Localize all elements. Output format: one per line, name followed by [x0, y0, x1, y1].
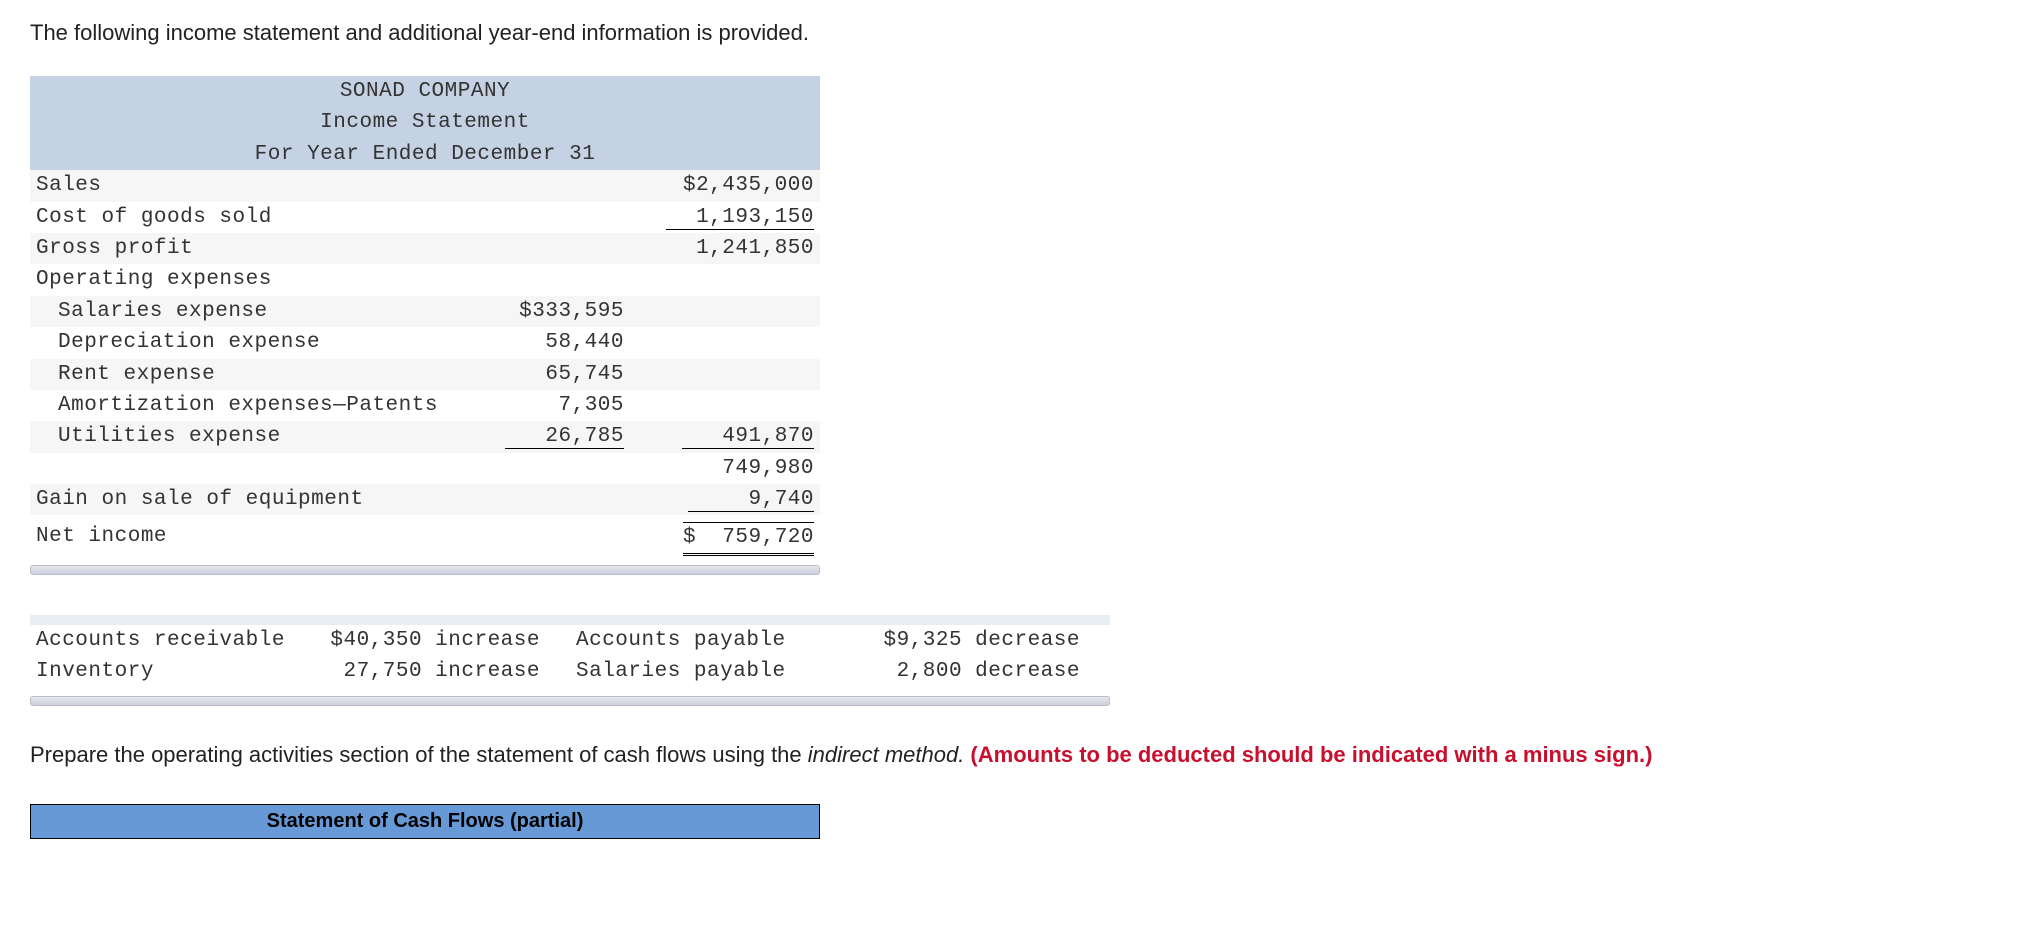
amt-gain: 9,740	[688, 488, 814, 512]
amt-util2: 491,870	[682, 425, 814, 449]
amt-util1: 26,785	[505, 425, 624, 449]
amt-depr: 58,440	[460, 327, 630, 358]
val-sp: 2,800 decrease	[850, 656, 1110, 687]
changes-row-2: Inventory 27,750 increase Salaries payab…	[30, 656, 1110, 687]
row-rent: Rent expense 65,745	[30, 359, 820, 390]
changes-row-1: Accounts receivable $40,350 increase Acc…	[30, 625, 1110, 656]
amt-salaries: $333,595	[460, 296, 630, 327]
scrollbar-decor-1	[30, 565, 820, 575]
instr-part1: Prepare the operating activities section…	[30, 742, 808, 767]
amt-gross: 1,241,850	[630, 233, 820, 264]
label-ap: Accounts payable	[570, 625, 850, 656]
row-net-income: Net income $ 759,720	[30, 521, 820, 556]
row-subtotal: 749,980	[30, 453, 820, 484]
row-util: Utilities expense 26,785 491,870	[30, 421, 820, 452]
row-gain: Gain on sale of equipment 9,740	[30, 484, 820, 515]
is-period: For Year Ended December 31	[30, 139, 820, 170]
label-sales: Sales	[30, 170, 460, 201]
statement-header-text: Statement of Cash Flows (partial)	[31, 804, 820, 838]
intro-text: The following income statement and addit…	[30, 20, 1990, 46]
amt-net-income: 759,720	[722, 526, 814, 549]
amt-sales: $2,435,000	[630, 170, 820, 201]
is-company: SONAD COMPANY	[30, 76, 820, 107]
val-inv: 27,750 increase	[310, 656, 570, 687]
label-net-income: Net income	[30, 521, 460, 556]
amt-subtotal: 749,980	[630, 453, 820, 484]
label-opex-hdr: Operating expenses	[30, 264, 460, 295]
instr-italic: indirect method.	[808, 742, 965, 767]
label-gross: Gross profit	[30, 233, 460, 264]
label-util: Utilities expense	[30, 421, 460, 452]
row-sales: Sales $2,435,000	[30, 170, 820, 201]
instr-red: (Amounts to be deducted should be indica…	[964, 742, 1652, 767]
val-ap: $9,325 decrease	[850, 625, 1110, 656]
amt-cogs: 1,193,150	[666, 206, 814, 230]
income-statement-table: SONAD COMPANY Income Statement For Year …	[30, 76, 820, 557]
amt-amort: 7,305	[460, 390, 630, 421]
label-inv: Inventory	[30, 656, 310, 687]
label-ar: Accounts receivable	[30, 625, 310, 656]
label-amort: Amortization expenses—Patents	[30, 390, 460, 421]
row-cogs: Cost of goods sold 1,193,150	[30, 202, 820, 233]
label-salaries: Salaries expense	[30, 296, 460, 327]
instructions-text: Prepare the operating activities section…	[30, 742, 1950, 768]
row-amort: Amortization expenses—Patents 7,305	[30, 390, 820, 421]
row-gross: Gross profit 1,241,850	[30, 233, 820, 264]
row-salaries: Salaries expense $333,595	[30, 296, 820, 327]
label-depr: Depreciation expense	[30, 327, 460, 358]
row-opex-hdr: Operating expenses	[30, 264, 820, 295]
is-title: Income Statement	[30, 107, 820, 138]
label-gain: Gain on sale of equipment	[30, 484, 460, 515]
changes-table: Accounts receivable $40,350 increase Acc…	[30, 615, 1110, 688]
row-depr: Depreciation expense 58,440	[30, 327, 820, 358]
label-cogs: Cost of goods sold	[30, 202, 460, 233]
scrollbar-decor-2	[30, 696, 1110, 706]
label-rent: Rent expense	[30, 359, 460, 390]
amt-rent: 65,745	[460, 359, 630, 390]
val-ar: $40,350 increase	[310, 625, 570, 656]
statement-header-bar: Statement of Cash Flows (partial)	[30, 804, 820, 839]
net-income-sym: $	[683, 526, 696, 549]
label-sp: Salaries payable	[570, 656, 850, 687]
